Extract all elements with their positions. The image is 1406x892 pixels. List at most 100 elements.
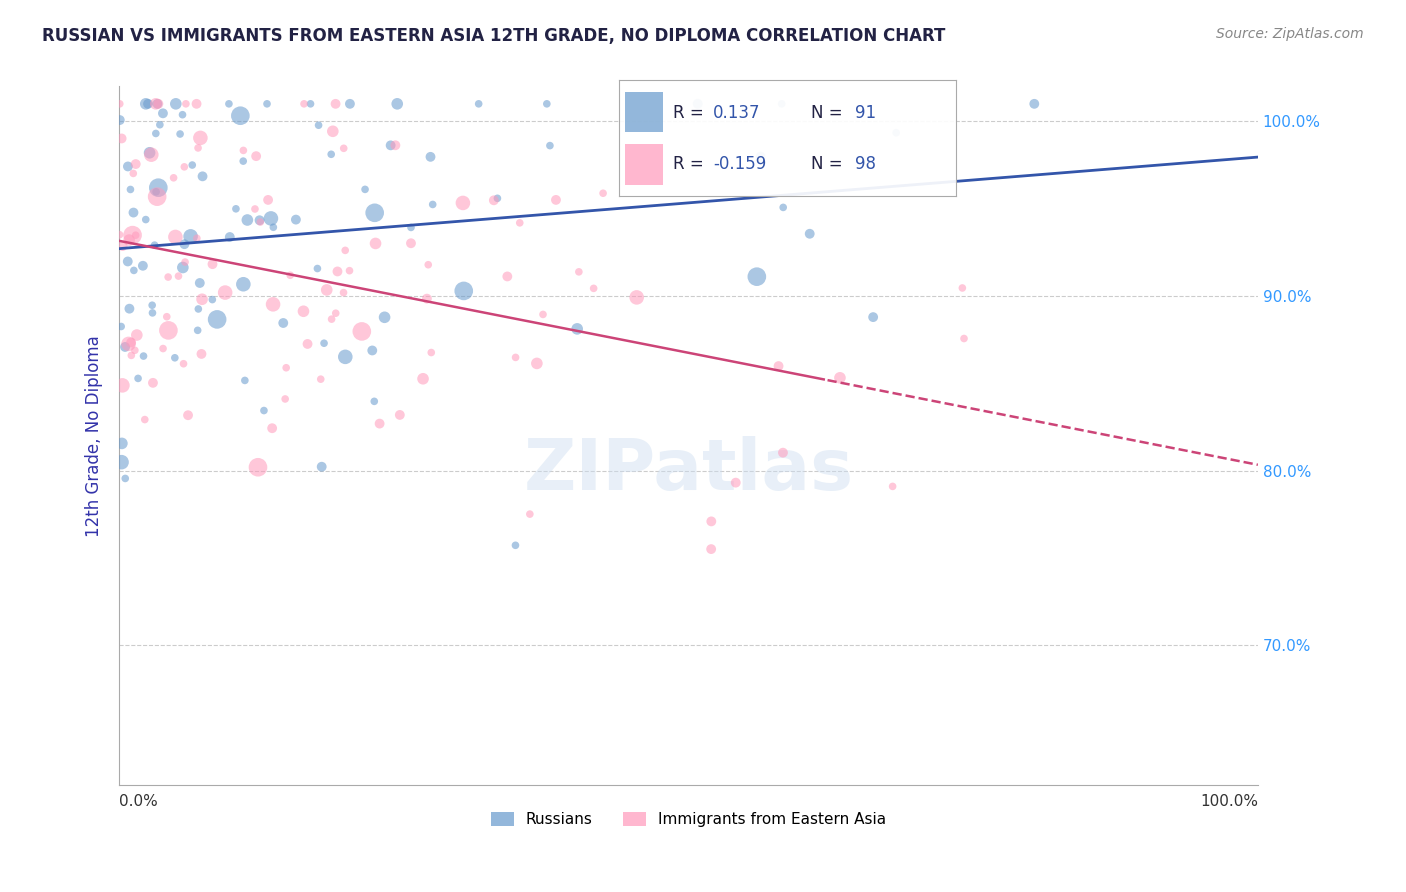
Point xyxy=(121,228,143,243)
Point xyxy=(416,292,439,306)
Point xyxy=(884,126,907,140)
Point xyxy=(419,150,441,164)
Point xyxy=(145,185,167,199)
Point xyxy=(354,182,377,196)
Point xyxy=(120,348,142,362)
Point xyxy=(108,96,131,111)
Point xyxy=(418,258,440,272)
Point xyxy=(110,455,132,469)
Point xyxy=(173,237,195,252)
Point xyxy=(519,507,541,521)
Point xyxy=(152,342,174,356)
Point xyxy=(274,392,297,406)
Point xyxy=(187,141,209,155)
Point xyxy=(246,460,269,475)
Point xyxy=(292,304,315,318)
Point xyxy=(1024,96,1046,111)
Point xyxy=(339,96,361,111)
Point xyxy=(422,197,444,211)
Point xyxy=(700,542,723,557)
Point xyxy=(138,145,160,160)
Point xyxy=(108,113,131,128)
Point xyxy=(172,108,194,122)
Point xyxy=(278,268,301,283)
Point xyxy=(399,236,422,251)
Point xyxy=(399,220,422,235)
Point xyxy=(828,371,851,385)
Point xyxy=(232,154,254,169)
Point xyxy=(181,158,204,172)
Point xyxy=(297,337,319,351)
Text: N =: N = xyxy=(811,103,848,121)
Point xyxy=(218,230,240,244)
Point xyxy=(538,138,561,153)
Point xyxy=(120,182,142,196)
Point xyxy=(232,144,254,158)
Point xyxy=(335,244,357,258)
Point xyxy=(292,96,315,111)
Point xyxy=(134,412,156,426)
Point xyxy=(322,124,344,138)
Point xyxy=(143,238,166,252)
Point xyxy=(307,261,329,276)
Point xyxy=(180,229,202,244)
Point xyxy=(114,340,136,354)
Point xyxy=(536,96,558,111)
Text: -0.159: -0.159 xyxy=(713,155,766,173)
Point xyxy=(111,378,134,392)
Point xyxy=(749,150,772,164)
Text: 98: 98 xyxy=(855,155,876,173)
Point xyxy=(146,189,169,203)
Point xyxy=(141,298,163,312)
Point xyxy=(191,292,214,306)
Point xyxy=(592,186,614,201)
Point xyxy=(169,127,191,141)
Point xyxy=(374,310,396,325)
Point xyxy=(174,255,197,269)
Point xyxy=(110,131,132,145)
Point xyxy=(284,212,307,227)
Point xyxy=(486,191,509,205)
Point xyxy=(201,257,224,271)
Point xyxy=(262,220,284,235)
Point xyxy=(505,351,527,365)
Point xyxy=(772,445,794,459)
Bar xyxy=(626,92,662,132)
Point xyxy=(315,283,337,297)
Point xyxy=(249,213,271,227)
Point xyxy=(332,141,354,155)
Point xyxy=(467,96,489,111)
Point xyxy=(190,131,212,145)
Point xyxy=(253,403,276,417)
Point xyxy=(191,169,214,184)
Point xyxy=(380,138,402,153)
Point xyxy=(188,276,211,290)
Point xyxy=(339,263,361,277)
Point xyxy=(205,312,228,326)
Point xyxy=(136,96,159,111)
Point xyxy=(311,459,333,474)
Point xyxy=(262,421,284,435)
Point xyxy=(363,394,385,409)
Point xyxy=(420,345,443,359)
Point xyxy=(700,515,723,529)
Point xyxy=(482,194,505,208)
Text: 91: 91 xyxy=(855,103,876,121)
Point xyxy=(745,269,768,284)
Text: 0.137: 0.137 xyxy=(713,103,761,121)
Point xyxy=(256,96,278,111)
Point xyxy=(326,264,349,278)
Point xyxy=(321,147,343,161)
Bar xyxy=(626,144,662,185)
Point xyxy=(156,310,179,324)
Point xyxy=(567,322,589,336)
Text: Source: ZipAtlas.com: Source: ZipAtlas.com xyxy=(1216,27,1364,41)
Point xyxy=(117,160,139,174)
Point xyxy=(453,284,475,298)
Point xyxy=(451,196,474,211)
Point xyxy=(122,166,145,180)
Text: ZIPatlas: ZIPatlas xyxy=(523,436,853,505)
Point xyxy=(120,335,142,350)
Point xyxy=(124,343,146,358)
Point xyxy=(321,312,343,326)
